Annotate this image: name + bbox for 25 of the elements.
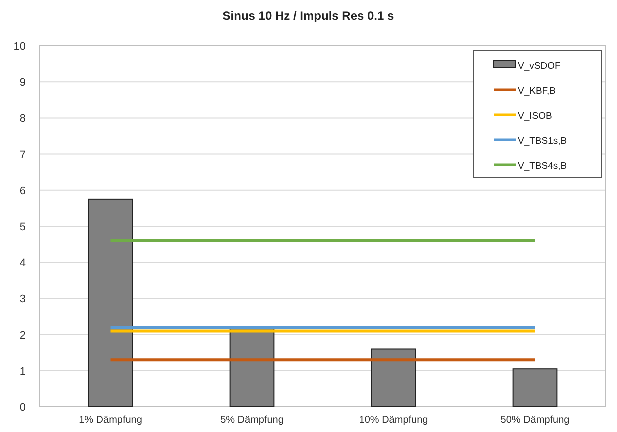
y-tick-label: 0 [20, 402, 26, 414]
legend-label: V_ISOB [518, 111, 552, 122]
y-tick-label: 9 [20, 77, 26, 90]
legend-label: V_KBF,B [518, 86, 556, 97]
y-tick-label: 1 [20, 366, 26, 378]
legend-label: V_TBS1s,B [518, 136, 568, 147]
x-tick-label: 1% Dämpfung [79, 415, 142, 426]
y-tick-label: 2 [20, 330, 26, 342]
y-tick-label: 7 [20, 149, 26, 162]
y-tick-label: 3 [20, 294, 26, 306]
legend-label: V_TBS4s,B [518, 161, 568, 172]
legend-label: V_vSDOF [518, 61, 561, 72]
bar [512, 368, 558, 408]
y-tick-label: 4 [20, 258, 26, 270]
y-tick-label: 6 [20, 185, 26, 198]
y-tick-label: 8 [20, 113, 26, 126]
x-tick-label: 5% Dämpfung [220, 415, 284, 426]
bar [371, 348, 416, 408]
x-tick-label: 50% Dämpfung [500, 415, 570, 426]
chart-title: Sinus 10 Hz / Impuls Res 0.1 s [222, 9, 395, 23]
bar [230, 328, 275, 408]
y-tick-label: 10 [14, 41, 26, 53]
x-tick-label: 10% Dämpfung [359, 415, 428, 426]
bar [88, 198, 134, 408]
y-tick-label: 5 [20, 222, 26, 234]
